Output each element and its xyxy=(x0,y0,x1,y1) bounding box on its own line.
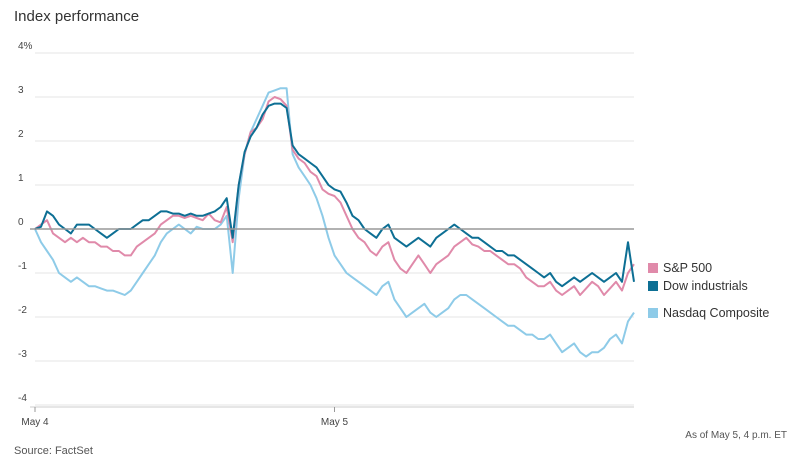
legend-item-dow: Dow industrials xyxy=(648,279,748,293)
as-of-note: As of May 5, 4 p.m. ET xyxy=(685,430,787,441)
legend-label-dow: Dow industrials xyxy=(663,279,748,293)
legend-item-nasdaq: Nasdaq Composite xyxy=(648,306,769,320)
legend-label-nasdaq: Nasdaq Composite xyxy=(663,306,770,320)
y-tick-label: 4% xyxy=(18,41,33,52)
y-tick-label: 1 xyxy=(18,173,24,184)
x-tick-label: May 4 xyxy=(21,417,49,428)
legend-swatch-dow xyxy=(648,281,658,291)
x-tick-label: May 5 xyxy=(321,417,349,428)
y-tick-label: -2 xyxy=(18,305,27,316)
y-tick-label: -1 xyxy=(18,261,27,272)
legend-swatch-sp500 xyxy=(648,263,658,273)
legend-swatch-nasdaq xyxy=(648,308,658,318)
series-line-dow xyxy=(34,102,635,288)
page-title: Index performance xyxy=(14,8,140,25)
legend-label-sp500: S&P 500 xyxy=(663,261,713,275)
source-note: Source: FactSet xyxy=(14,445,93,457)
y-tick-label: -3 xyxy=(18,349,27,360)
series-line-sp500 xyxy=(34,96,635,296)
y-tick-label: -4 xyxy=(18,393,27,404)
y-tick-label: 3 xyxy=(18,85,24,96)
legend-item-sp500: S&P 500 xyxy=(648,261,712,275)
y-tick-label: 2 xyxy=(18,129,24,140)
y-tick-label: 0 xyxy=(18,217,24,228)
series-line-nasdaq xyxy=(34,87,635,358)
